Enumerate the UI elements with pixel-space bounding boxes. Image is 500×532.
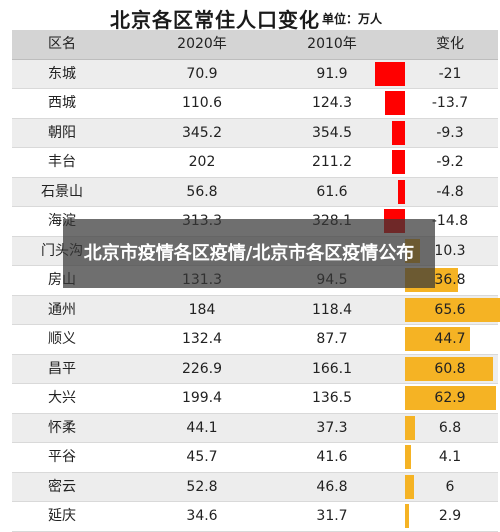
change-value: 62.9 — [434, 390, 466, 406]
table-row: 西城 110.6 124.3 -13.7 — [12, 89, 498, 119]
change-value: 6 — [445, 478, 455, 495]
population-2020: 52.8 — [186, 478, 218, 495]
increase-bar — [405, 474, 414, 499]
population-2010: 118.4 — [311, 301, 353, 318]
table-row: 平谷 45.7 41.6 4.1 — [12, 443, 498, 473]
change-value: -9.2 — [436, 154, 464, 170]
change-value: -13.7 — [431, 95, 469, 111]
increase-bar — [405, 504, 410, 528]
population-2010: 31.7 — [316, 508, 348, 524]
population-2010: 37.3 — [316, 419, 348, 436]
district-name: 西城 — [48, 95, 76, 111]
change-value: 36.8 — [434, 272, 466, 288]
column-header-2010: 2010年 — [307, 36, 357, 52]
population-2020: 132.4 — [181, 331, 223, 347]
column-header-change: 变化 — [436, 36, 464, 52]
unit-label: 单位：万人 — [322, 12, 383, 26]
decrease-bar — [391, 120, 405, 145]
district-name: 大兴 — [48, 390, 76, 406]
table-row: 昌平 226.9 166.1 60.8 — [12, 354, 498, 384]
watermark-banner: 北京市疫情各区疫情/北京市各区疫情公布 — [63, 219, 435, 288]
population-2010: 61.6 — [316, 183, 348, 200]
table-header-row: 区名 2020年 2010年 变化 — [12, 30, 498, 60]
change-value: -4.8 — [436, 183, 464, 200]
population-2020: 184 — [188, 301, 216, 318]
table-row: 石景山 56.8 61.6 -4.8 — [12, 177, 498, 207]
decrease-bar — [374, 61, 405, 86]
change-value: 60.8 — [434, 360, 466, 377]
change-value: 6.8 — [438, 419, 462, 436]
population-2010: 136.5 — [311, 390, 353, 406]
district-name: 延庆 — [48, 508, 76, 524]
district-name: 密云 — [48, 478, 76, 495]
increase-bar — [405, 445, 411, 469]
population-2020: 45.7 — [186, 449, 218, 465]
decrease-bar — [398, 179, 405, 204]
table-row: 怀柔 44.1 37.3 6.8 — [12, 413, 498, 443]
column-header-2020: 2020年 — [177, 36, 227, 52]
population-2010: 124.3 — [311, 95, 353, 111]
increase-bar — [405, 327, 470, 351]
table-row: 通州 184 118.4 65.6 — [12, 295, 500, 325]
increase-bar — [405, 415, 415, 440]
decrease-bar — [391, 150, 405, 174]
population-2020: 34.6 — [186, 508, 218, 524]
district-name: 东城 — [48, 65, 76, 82]
change-value: 65.6 — [434, 301, 466, 318]
change-value: 44.7 — [434, 331, 466, 347]
population-2010: 46.8 — [316, 478, 348, 495]
population-2010: 91.9 — [316, 65, 348, 82]
population-2020: 199.4 — [181, 390, 223, 406]
population-2010: 211.2 — [311, 154, 353, 170]
population-2020: 110.6 — [181, 95, 223, 111]
column-header-district: 区名 — [48, 36, 76, 52]
table-row: 密云 52.8 46.8 6 — [12, 472, 498, 502]
population-2020: 70.9 — [186, 65, 218, 82]
chart-header: 北京各区常住人口变化 单位：万人 — [0, 0, 500, 34]
population-2020: 56.8 — [186, 183, 218, 200]
population-2020: 226.9 — [181, 360, 223, 377]
table-row: 丰台 202 211.2 -9.2 — [12, 148, 498, 178]
district-name: 顺义 — [48, 331, 76, 347]
district-name: 昌平 — [48, 360, 76, 377]
population-2010: 166.1 — [311, 360, 353, 377]
chart-title: 北京各区常住人口变化 — [110, 8, 320, 32]
population-2010: 354.5 — [311, 124, 353, 141]
population-2010: 41.6 — [316, 449, 348, 465]
district-name: 石景山 — [41, 183, 83, 200]
increase-bar — [405, 386, 497, 410]
change-value: 4.1 — [438, 449, 462, 465]
change-value: -14.8 — [431, 213, 469, 229]
population-2020: 345.2 — [181, 124, 223, 141]
population-2020: 202 — [188, 154, 216, 170]
increase-bar — [405, 297, 500, 322]
table-row: 东城 70.9 91.9 -21 — [12, 59, 498, 89]
change-value: 10.3 — [434, 242, 466, 259]
increase-bar — [405, 356, 494, 381]
decrease-bar — [385, 91, 405, 115]
change-value: -21 — [438, 65, 462, 82]
population-2010: 87.7 — [316, 331, 348, 347]
population-2020: 44.1 — [186, 419, 218, 436]
change-value: 2.9 — [438, 508, 462, 524]
table-row: 大兴 199.4 136.5 62.9 — [12, 384, 498, 414]
change-value: -9.3 — [436, 124, 464, 141]
district-name: 通州 — [48, 301, 76, 318]
district-name: 平谷 — [48, 449, 76, 465]
district-name: 怀柔 — [48, 419, 76, 436]
table-row: 朝阳 345.2 354.5 -9.3 — [12, 118, 498, 148]
district-name: 丰台 — [48, 154, 76, 170]
table-body: 东城 70.9 91.9 -21 西城 110.6 124.3 -13.7 朝阳 345.2 354… — [12, 59, 500, 532]
table-row: 顺义 132.4 87.7 44.7 — [12, 325, 498, 355]
population-table: 区名 2020年 2010年 变化 东城 70.9 91.9 -21 西城 110.6 12… — [12, 30, 500, 532]
watermark-text: 北京市疫情各区疫情/北京市各区疫情公布 — [83, 242, 415, 264]
district-name: 朝阳 — [48, 124, 76, 141]
